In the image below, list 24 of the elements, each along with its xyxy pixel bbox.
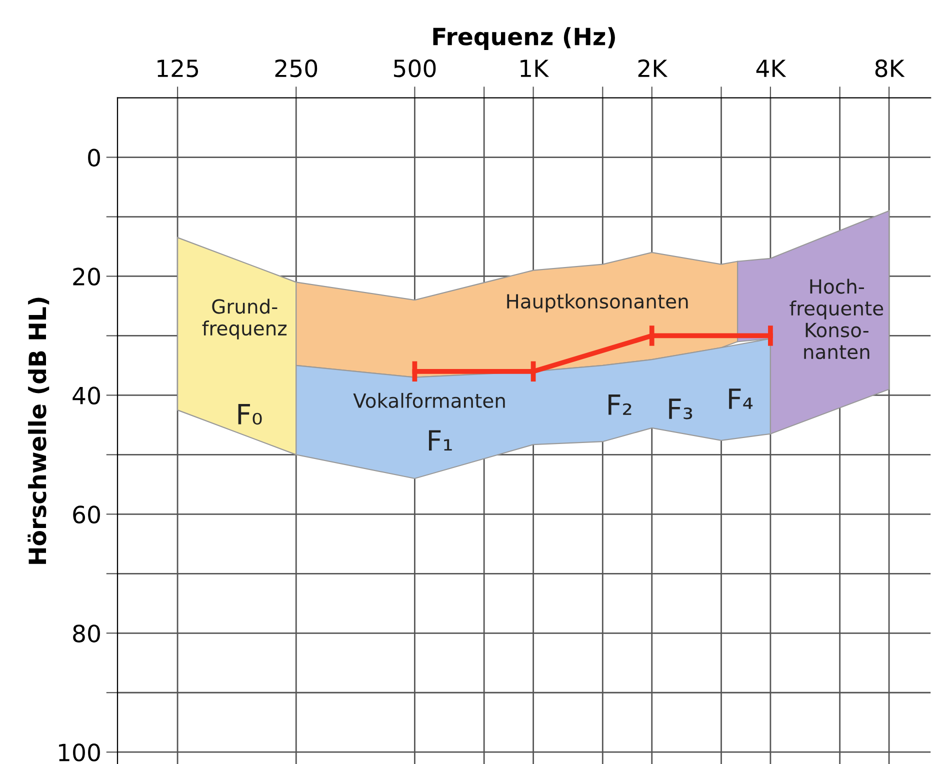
x-axis-title: Frequenz (Hz) bbox=[433, 27, 615, 50]
x-tick-label: 125 bbox=[158, 59, 198, 78]
x-tick-label: 250 bbox=[275, 59, 318, 78]
x-tick-label: 500 bbox=[394, 59, 436, 78]
y-tick-label: 0 bbox=[88, 148, 100, 167]
annotation: Hauptkonsonanten bbox=[507, 294, 688, 312]
annotation: Hoch- frequente Konso- nanten bbox=[790, 278, 884, 360]
x-tick-label: 2K bbox=[638, 59, 668, 77]
y-axis-title: Hörschwelle (dB HL) bbox=[28, 298, 50, 564]
annotation: F₀ bbox=[238, 404, 262, 425]
y-tick-label: 100 bbox=[59, 744, 100, 762]
annotation: F₂ bbox=[608, 394, 632, 415]
y-tick-label: 20 bbox=[73, 268, 100, 286]
x-tick-label: 1K bbox=[520, 60, 550, 77]
y-tick-label: 80 bbox=[73, 624, 100, 642]
x-tick-label: 8K bbox=[875, 59, 905, 78]
annotation: F₁ bbox=[428, 430, 452, 451]
annotation: Vokalformanten bbox=[353, 392, 505, 408]
annotation: F₃ bbox=[669, 398, 692, 420]
x-tick-label: 4K bbox=[756, 60, 786, 77]
annotation: Grund- frequenz bbox=[202, 298, 287, 340]
y-tick-label: 40 bbox=[72, 386, 100, 405]
annotation: F₄ bbox=[729, 388, 753, 409]
y-tick-label: 60 bbox=[73, 506, 100, 524]
